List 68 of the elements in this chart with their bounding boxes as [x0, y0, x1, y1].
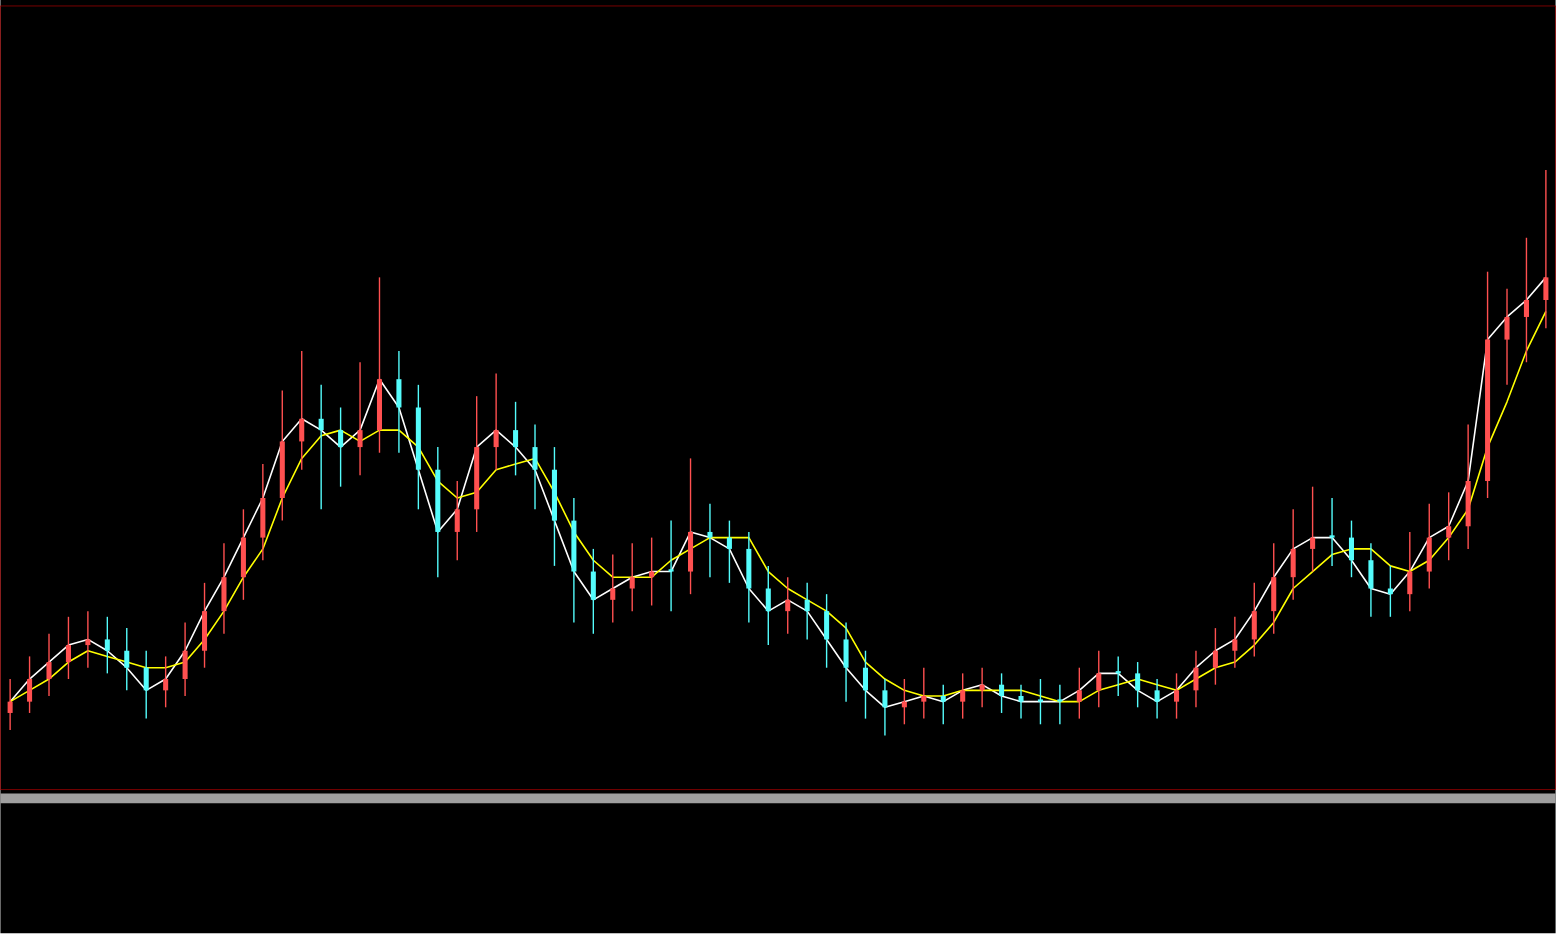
candlestick [513, 401, 519, 477]
candlestick [610, 554, 616, 624]
candlestick [765, 565, 771, 647]
candlestick [843, 622, 849, 703]
candlestick [1271, 542, 1277, 635]
candlestick [629, 542, 635, 613]
candlestick [202, 582, 208, 669]
candlestick [1096, 650, 1102, 709]
candlestick [143, 650, 149, 720]
candlestick [1368, 542, 1374, 618]
candlestick [318, 384, 324, 511]
candlestick [454, 480, 460, 562]
candlestick [804, 582, 810, 641]
candlestick [960, 672, 966, 720]
candlestick [1426, 503, 1432, 590]
candlestick [1504, 288, 1510, 386]
candlestick [1232, 616, 1238, 669]
candlestick [299, 350, 305, 471]
candlestick [921, 667, 927, 720]
candlestick [1018, 684, 1024, 720]
candlestick [1251, 582, 1257, 658]
candlestick [1465, 424, 1471, 550]
candlestick [824, 593, 830, 669]
candlestick [590, 548, 596, 635]
candlestick [1037, 678, 1043, 726]
candlestick [396, 350, 402, 454]
candlestick [688, 457, 694, 596]
candlestick [1154, 678, 1160, 720]
candlestick [221, 542, 227, 635]
candlestick [882, 678, 888, 737]
candlestick [1193, 650, 1199, 709]
candlestick [1407, 531, 1413, 613]
candlestick [182, 622, 188, 697]
candlestick [240, 508, 246, 601]
candlestick [707, 503, 713, 579]
candlestick [746, 531, 752, 624]
candlestick [7, 678, 13, 731]
candlestick [1446, 491, 1452, 562]
candlestick [940, 684, 946, 726]
candlestick [726, 520, 732, 584]
candlestick [1174, 672, 1180, 720]
candlestick [124, 627, 130, 692]
candlestick [1290, 508, 1296, 601]
candlestick [1348, 520, 1355, 579]
candlestick [862, 650, 869, 720]
candlestick [260, 463, 266, 562]
candlestick [1057, 684, 1063, 726]
candlestick [338, 407, 344, 488]
candlestick [104, 616, 110, 675]
candlestick [85, 610, 91, 669]
candlestick [668, 520, 674, 613]
candlestick [1543, 169, 1549, 330]
candlestick [1076, 667, 1082, 720]
candlestick [1310, 486, 1316, 573]
candlestick [493, 373, 499, 471]
candlestick [163, 655, 169, 709]
candlestick [27, 655, 33, 714]
candlestick [999, 672, 1005, 714]
candlestick [785, 576, 791, 635]
candlestick [1523, 237, 1529, 364]
candlestick [1329, 497, 1335, 567]
candlestick [1135, 661, 1141, 709]
candlestick [532, 424, 538, 511]
candlestick [1115, 655, 1121, 697]
candlestick [357, 361, 363, 477]
candlestick [46, 633, 52, 697]
candlestick [1212, 627, 1218, 686]
candlestick [65, 616, 71, 680]
